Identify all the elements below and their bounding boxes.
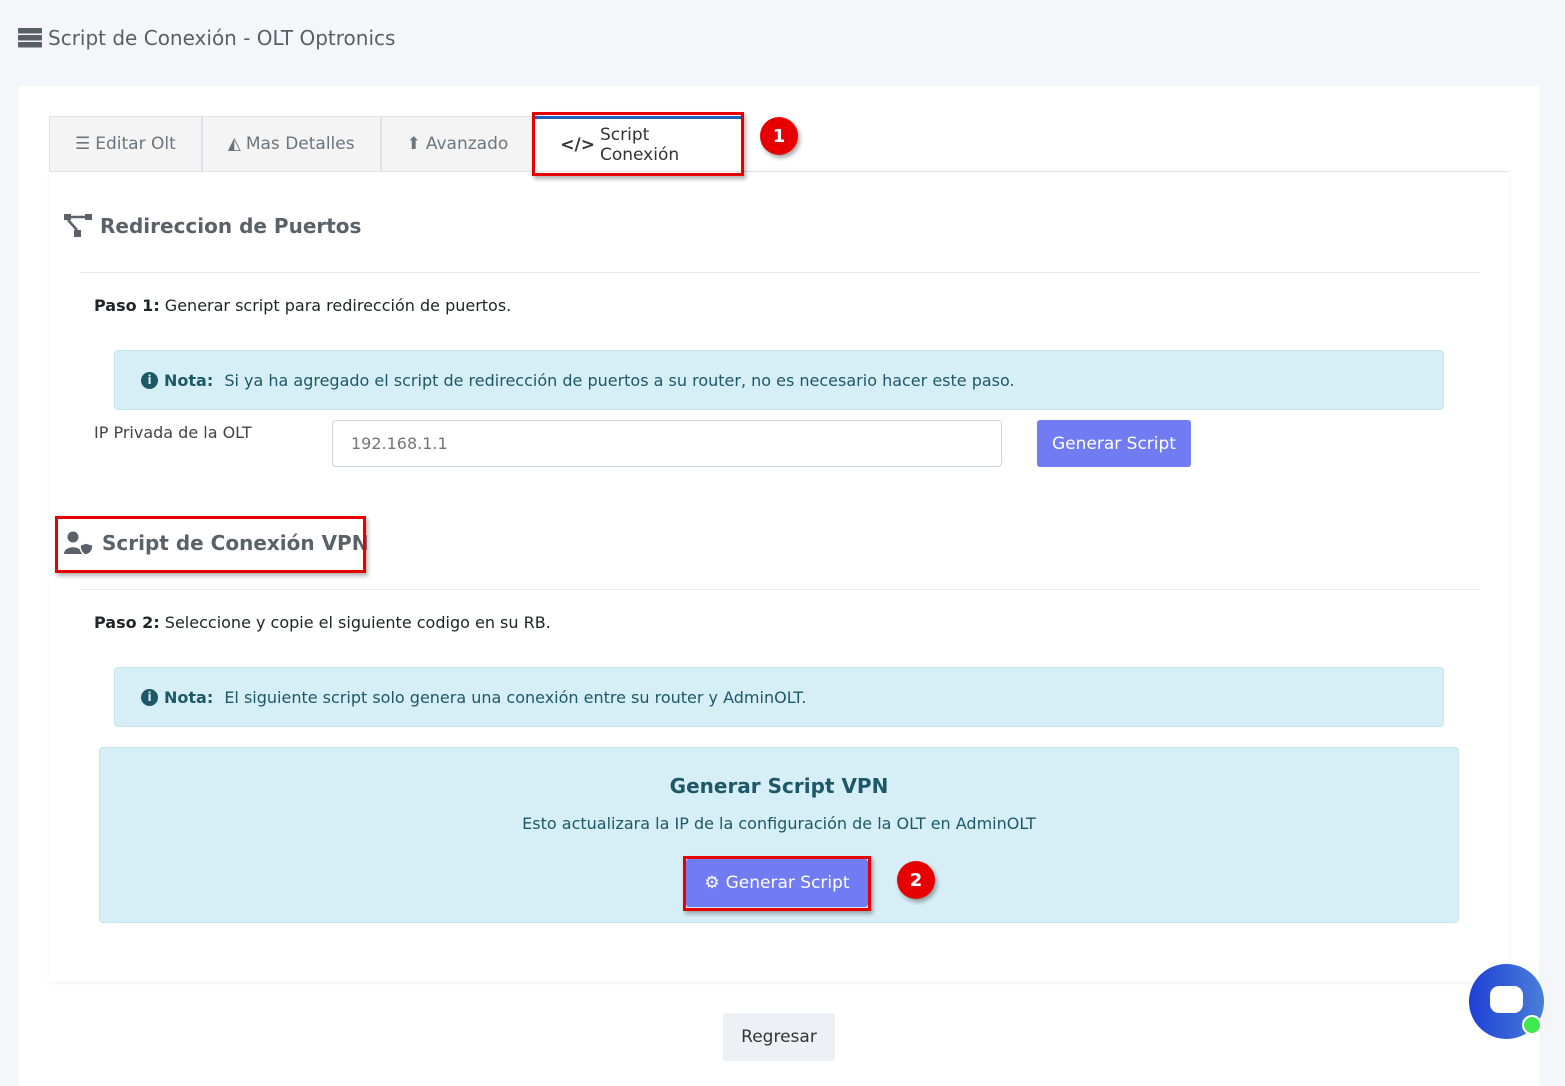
area-chart-icon: ◭ — [227, 134, 241, 154]
vpn-box-text: Esto actualizara la IP de la configuraci… — [522, 814, 1036, 833]
divider — [80, 589, 1480, 590]
note-alert-ports: i Nota: Si ya ha agregado el script de re… — [114, 350, 1444, 410]
tab-bar: ☰ Editar Olt ◭ Mas Detalles ⬆ Avanzado </> S… — [49, 116, 1509, 172]
annotation-box-2 — [683, 856, 871, 911]
tab-script-conexion[interactable]: </> Script Conexión — [534, 116, 745, 172]
tab-avanzado[interactable]: ⬆ Avanzado — [380, 116, 535, 172]
step-label: Paso 1: — [94, 296, 160, 315]
step-2: Paso 2: Seleccione y copie el siguiente … — [94, 613, 551, 632]
annotation-box-vpn — [55, 516, 366, 573]
generate-port-script-button[interactable]: Generar Script — [1037, 420, 1191, 467]
note-label: Nota: — [164, 370, 214, 390]
list-icon: ☰ — [75, 134, 91, 154]
step-1: Paso 1: Generar script para redirección … — [94, 296, 511, 315]
sitemap-icon — [64, 214, 92, 237]
tab-mas-detalles[interactable]: ◭ Mas Detalles — [201, 116, 381, 172]
note-text: El siguiente script solo genera una cone… — [219, 687, 807, 707]
ip-input[interactable] — [332, 420, 1002, 467]
step-text: Seleccione y copie el siguiente codigo e… — [159, 613, 551, 632]
info-icon: i — [141, 371, 158, 389]
section-title-text: Redireccion de Puertos — [100, 214, 362, 238]
generate-vpn-script-button[interactable]: ⚙ Generar Script — [686, 859, 868, 907]
divider — [80, 272, 1480, 273]
tab-label: Editar Olt — [95, 134, 176, 154]
section-title-text: Script de Conexión VPN — [102, 531, 369, 555]
page-title-text: Script de Conexión - OLT Optronics — [48, 26, 396, 50]
user-shield-icon — [64, 531, 94, 555]
page-title: Script de Conexión - OLT Optronics — [18, 26, 395, 50]
chat-widget-button[interactable] — [1469, 964, 1544, 1039]
info-icon: i — [141, 688, 158, 706]
annotation-badge-2: 2 — [897, 861, 935, 899]
cogs-icon: ⚙ — [704, 873, 720, 893]
ip-label: IP Privada de la OLT — [94, 423, 252, 442]
button-label: Generar Script — [725, 873, 850, 893]
section-title-ports: Redireccion de Puertos — [64, 214, 361, 238]
note-label: Nota: — [164, 687, 214, 707]
back-button[interactable]: Regresar — [723, 1013, 835, 1061]
tab-editar-olt[interactable]: ☰ Editar Olt — [49, 116, 202, 172]
tab-label: Script Conexión — [599, 125, 680, 165]
annotation-box-1 — [532, 112, 744, 176]
tab-label: Avanzado — [425, 134, 509, 154]
step-label: Paso 2: — [94, 613, 160, 632]
tab-label: Mas Detalles — [245, 134, 355, 154]
server-icon — [18, 28, 42, 48]
online-status-dot — [1522, 1015, 1542, 1035]
vpn-box-title: Generar Script VPN — [669, 774, 889, 798]
code-icon: </> — [560, 135, 595, 155]
step-text: Generar script para redirección de puert… — [159, 296, 512, 315]
note-alert-vpn: i Nota: El siguiente script solo genera u… — [114, 667, 1444, 727]
arrow-circle-up-icon: ⬆ — [406, 134, 421, 154]
note-text: Si ya ha agregado el script de redirecci… — [219, 370, 1015, 390]
annotation-badge-1: 1 — [760, 117, 798, 155]
chat-bubble-icon — [1490, 986, 1523, 1013]
section-title-vpn: Script de Conexión VPN — [64, 531, 368, 555]
